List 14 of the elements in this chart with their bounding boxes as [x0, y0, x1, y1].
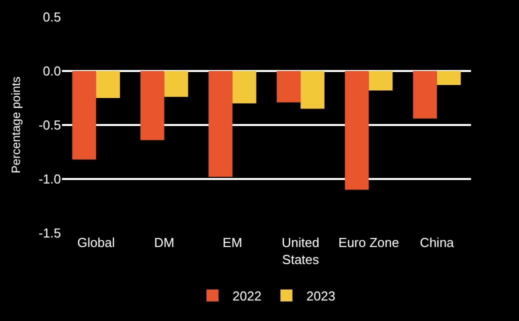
legend-label: 2022: [232, 288, 262, 304]
x-tick-label: DM: [154, 235, 174, 250]
y-tick-label: -1.5: [38, 226, 61, 241]
y-axis-title: Percentage points: [8, 76, 23, 174]
x-tick-label: Euro Zone: [338, 235, 400, 250]
y-tick-label: -1.0: [38, 172, 61, 187]
x-tick-label: United States: [282, 235, 320, 267]
y-tick-label: 0.0: [42, 64, 61, 79]
legend-label: 2023: [306, 288, 336, 304]
y-tick-label: -0.5: [38, 118, 61, 133]
y-tick-label: 0.5: [42, 10, 61, 25]
x-tick-label: China: [420, 235, 455, 250]
x-tick-label: EM: [222, 235, 242, 250]
x-tick-label: Global: [77, 235, 115, 250]
